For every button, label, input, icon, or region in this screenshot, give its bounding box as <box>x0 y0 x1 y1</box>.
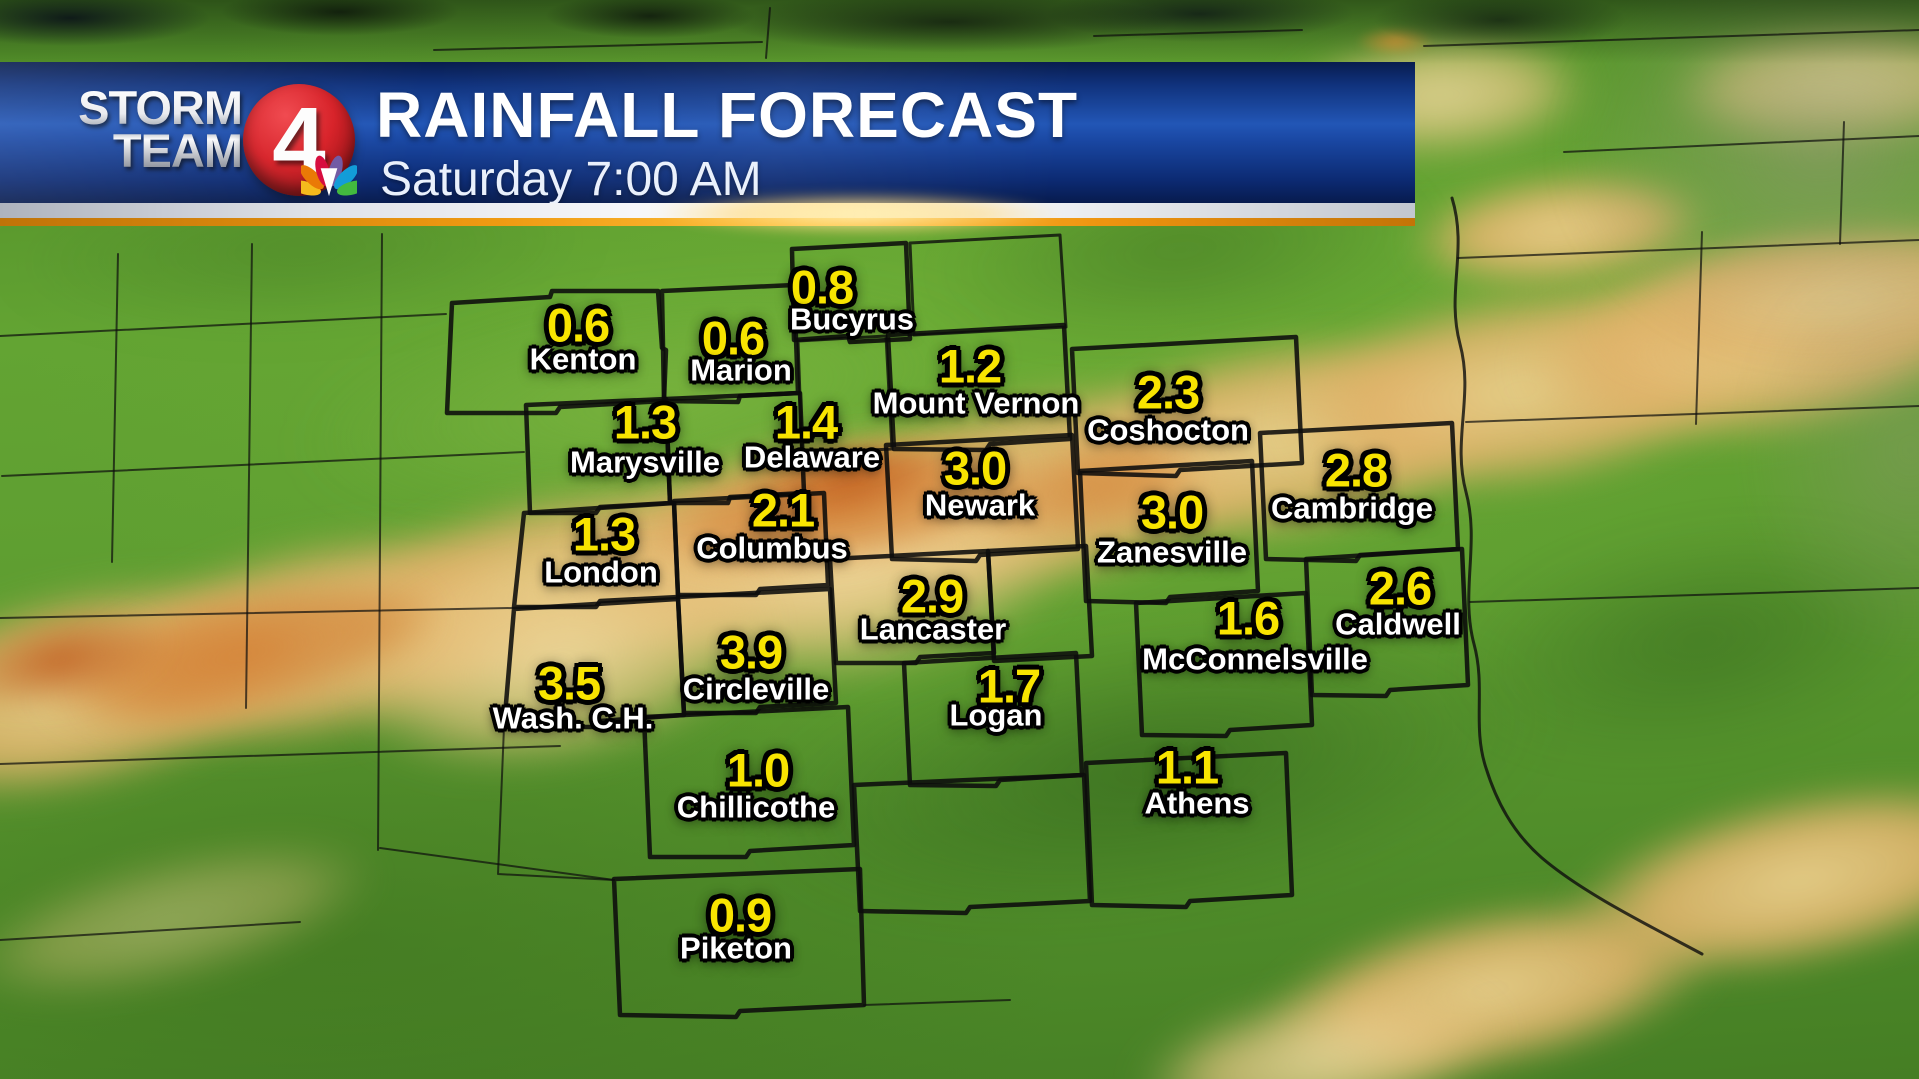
city-label: London <box>544 554 658 590</box>
channel-4-logo: 4 <box>243 84 357 197</box>
city-label: Caldwell <box>1335 606 1461 642</box>
city-label: Marion <box>690 352 792 388</box>
rainfall-value: 0.9 <box>708 888 772 942</box>
rainfall-value: 3.9 <box>719 625 783 679</box>
city-label: Bucyrus <box>789 301 915 337</box>
city-label: Lancaster <box>859 611 1007 647</box>
banner-stripe-glow <box>660 192 1060 236</box>
city-label: Circleville <box>682 671 830 707</box>
city-label: Newark <box>924 487 1036 523</box>
rainfall-value: 2.6 <box>1368 561 1432 615</box>
rainfall-value: 2.8 <box>1324 443 1388 497</box>
city-label: Columbus <box>696 530 848 566</box>
city-label: Athens <box>1144 785 1250 821</box>
city-label: Wash. C.H. <box>492 700 654 736</box>
channel-number: 4 <box>272 88 326 195</box>
rainfall-value: 0.6 <box>546 298 610 352</box>
rainfall-value: 1.4 <box>774 395 838 449</box>
city-label: McConnelsville <box>1142 641 1368 677</box>
rainfall-value: 0.6 <box>701 311 765 365</box>
storm-team-logo: STORM TEAM <box>62 86 242 172</box>
city-label: Mount Vernon <box>872 385 1080 421</box>
rainfall-value: 2.3 <box>1136 365 1200 419</box>
rainfall-value: 0.8 <box>790 260 854 314</box>
rainfall-value: 1.3 <box>613 395 677 449</box>
banner: STORM TEAM 4 RAINFALL FORECAST Saturday … <box>0 62 1415 206</box>
rainfall-value: 2.9 <box>900 569 964 623</box>
rainfall-value: 3.0 <box>1140 485 1204 539</box>
page-title: RAINFALL FORECAST <box>376 79 1079 151</box>
rainfall-value: 1.7 <box>977 659 1041 713</box>
rainfall-value: 1.6 <box>1216 591 1280 645</box>
rainfall-value: 1.1 <box>1155 740 1219 794</box>
nbc-peacock-icon <box>301 155 357 197</box>
city-label: Piketon <box>680 930 792 966</box>
city-label: Cambridge <box>1271 490 1433 526</box>
city-label: Zanesville <box>1097 534 1247 570</box>
city-label: Delaware <box>743 439 881 475</box>
city-label: Logan <box>949 697 1043 733</box>
logo-storm: STORM <box>78 81 242 134</box>
rainfall-value: 1.3 <box>572 507 636 561</box>
city-label: Coshocton <box>1087 412 1249 448</box>
rainfall-value: 1.0 <box>726 743 790 797</box>
city-label: Chillicothe <box>676 789 836 825</box>
city-label: Kenton <box>529 341 637 377</box>
rainfall-value: 1.2 <box>938 339 1002 393</box>
rainfall-value: 3.0 <box>943 441 1007 495</box>
rainfall-value: 3.5 <box>537 656 601 710</box>
rainfall-value: 2.1 <box>751 483 815 537</box>
city-label: Marysville <box>570 444 720 480</box>
logo-team: TEAM <box>112 124 242 178</box>
